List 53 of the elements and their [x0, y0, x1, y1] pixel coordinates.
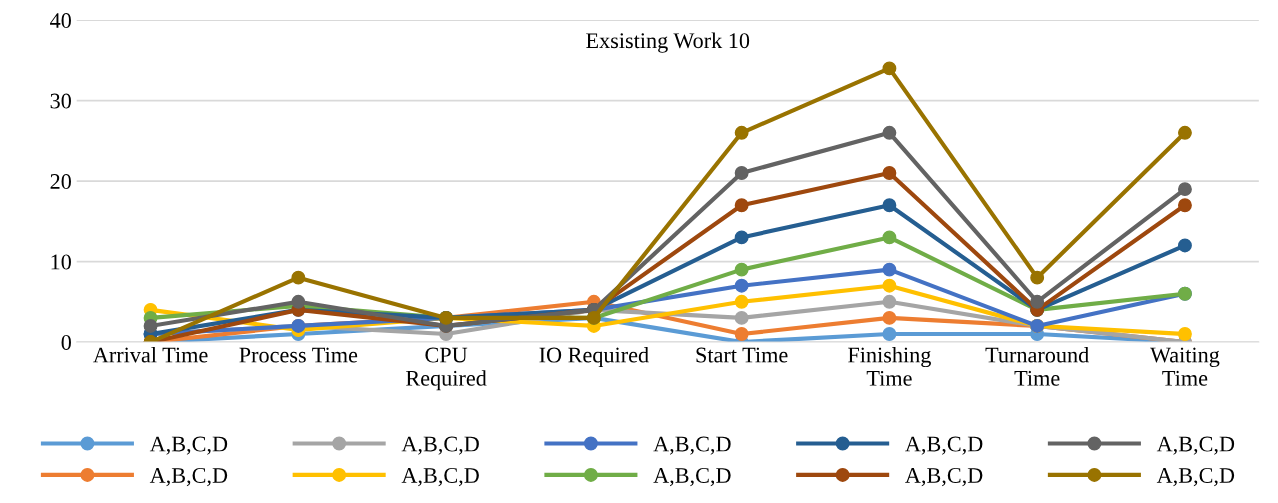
point	[1178, 238, 1192, 253]
point	[882, 61, 897, 76]
point	[882, 198, 897, 213]
y-tick-label: 30	[50, 93, 71, 109]
y-tick-label: 40	[50, 13, 71, 29]
legend-label: A,B,C,D	[1156, 436, 1235, 455]
x-tick-label: Arrival Time	[93, 346, 208, 363]
point	[734, 294, 749, 309]
point	[734, 327, 749, 341]
point	[734, 262, 749, 277]
point	[291, 294, 306, 309]
point	[1030, 294, 1045, 309]
legend-label: A,B,C,D	[401, 468, 479, 487]
point	[882, 278, 897, 293]
legend-label: A,B,C,D	[1156, 468, 1235, 487]
point	[882, 294, 897, 309]
point	[882, 327, 897, 341]
legend-label: A,B,C,D	[149, 436, 228, 455]
point	[143, 318, 158, 333]
point	[734, 278, 749, 293]
x-tick-label: CPU Required	[406, 347, 487, 391]
point	[882, 125, 897, 140]
x-tick-label: Turnaround Time	[985, 346, 1089, 386]
point	[734, 125, 749, 140]
point	[734, 198, 749, 213]
point	[734, 230, 749, 245]
legend-label: A,B,C,D	[653, 468, 731, 487]
y-tick-label: 0	[61, 334, 71, 350]
point	[734, 310, 749, 325]
point	[882, 230, 897, 245]
legend-label: A,B,C,D	[401, 436, 479, 455]
point	[1178, 198, 1192, 213]
x-tick-label: Waiting Time	[1150, 347, 1220, 386]
point	[882, 310, 897, 325]
point	[734, 166, 749, 180]
x-tick-label: Process Time	[239, 347, 358, 363]
point	[1178, 327, 1192, 341]
legend-label: A,B,C,D	[149, 468, 228, 487]
x-tick-label: IO Required	[539, 346, 649, 368]
legend-label: A,B,C,D	[653, 436, 731, 455]
point	[882, 166, 897, 180]
y-tick-label: 20	[50, 174, 71, 190]
legend-label: A,B,C,D	[905, 468, 983, 487]
point	[1178, 125, 1192, 140]
point	[291, 270, 306, 285]
legend-label: A,B,C,D	[905, 436, 983, 455]
x-tick-label: Finishing Time	[848, 346, 931, 386]
x-tick-label: Start Time	[696, 347, 788, 363]
point	[882, 262, 897, 277]
y-tick-label: 10	[51, 254, 71, 270]
text: Exsisting Work 10	[586, 32, 750, 53]
point	[1178, 182, 1192, 197]
point	[1030, 270, 1045, 285]
